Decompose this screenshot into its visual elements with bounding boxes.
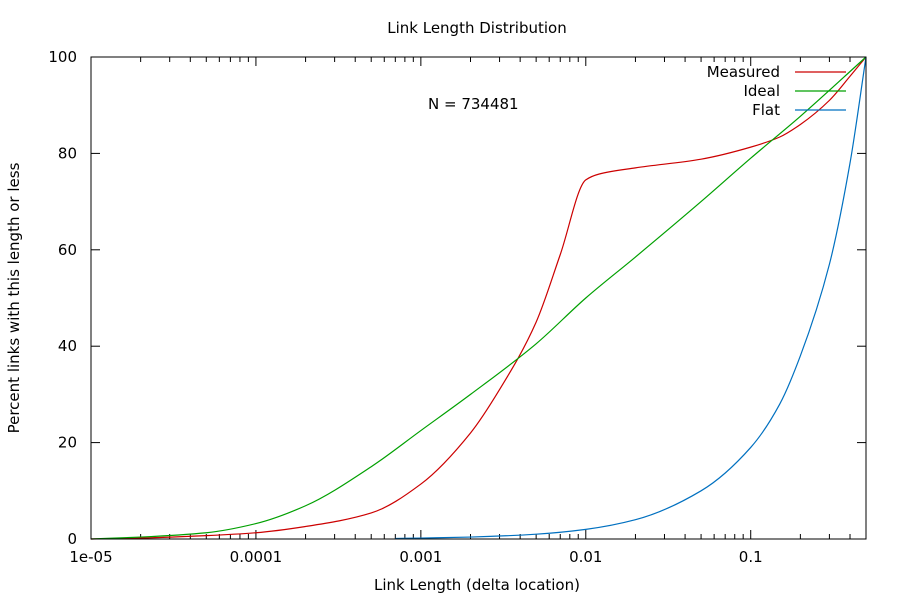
series-line-flat	[395, 56, 867, 540]
sample-count-annotation: N = 734481	[428, 95, 519, 113]
legend-label-measured: Measured	[707, 63, 780, 81]
y-axis-label: Percent links with this length or less	[5, 162, 23, 433]
plot-frame	[90, 56, 867, 540]
x-axis-ticks: 1e-05 0.0001 0.001 0.01 0.1	[69, 57, 867, 566]
y-tick-label: 40	[58, 337, 77, 355]
x-axis-label: Link Length (delta location)	[374, 576, 580, 594]
series-line-measured	[90, 56, 867, 540]
x-tick-label: 0.1	[739, 548, 763, 566]
y-axis-ticks: 0 20 40 60 80 100	[48, 48, 866, 548]
y-tick-label: 80	[58, 144, 77, 162]
y-tick-label: 100	[48, 48, 77, 66]
legend-label-flat: Flat	[752, 101, 780, 119]
x-tick-label: 0.001	[399, 548, 442, 566]
chart-title: Link Length Distribution	[387, 19, 567, 37]
series-line-ideal	[90, 56, 867, 540]
y-tick-label: 60	[58, 241, 77, 259]
x-tick-label: 0.0001	[230, 548, 283, 566]
x-tick-label: 0.01	[569, 548, 602, 566]
series-layer	[90, 56, 867, 540]
y-tick-label: 0	[67, 530, 77, 548]
y-tick-label: 20	[58, 434, 77, 452]
x-tick-label: 1e-05	[69, 548, 112, 566]
legend-label-ideal: Ideal	[743, 82, 780, 100]
